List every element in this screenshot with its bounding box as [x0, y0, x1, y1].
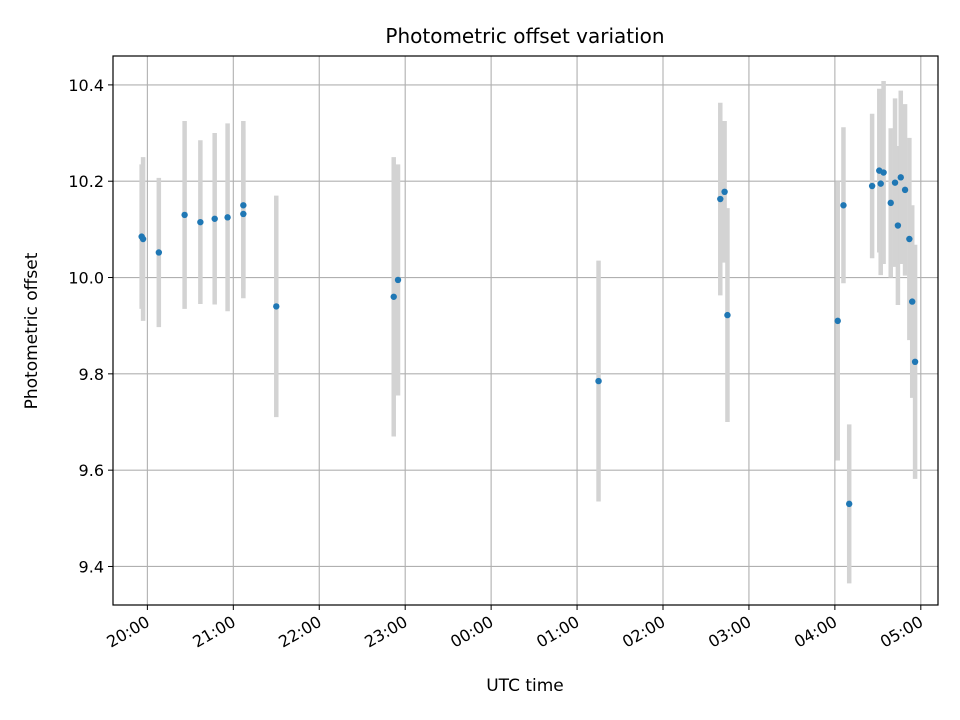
y-tick-label: 10.2 [68, 172, 104, 191]
x-tick-label: 20:00 [103, 612, 152, 652]
y-axis-ticks: 9.4 9.6 9.8 10.0 10.2 10.4 [68, 76, 113, 576]
data-point [197, 218, 204, 226]
x-tick-label: 05:00 [877, 612, 926, 652]
data-point [877, 180, 884, 187]
x-tick-label: 21:00 [189, 612, 238, 652]
data-point [845, 500, 853, 508]
data-point [273, 303, 280, 310]
data-point [891, 179, 899, 186]
data-point [901, 186, 909, 194]
y-tick-label: 9.6 [79, 461, 104, 480]
data-point [911, 358, 919, 366]
grid [113, 56, 938, 605]
data-point [139, 235, 147, 243]
data-point [181, 211, 188, 219]
data-point [595, 377, 602, 385]
data-point [887, 199, 894, 207]
data-point [880, 169, 887, 176]
x-tick-label: 01:00 [533, 612, 582, 652]
data-points [138, 167, 919, 508]
data-point [240, 210, 247, 218]
data-point [240, 202, 247, 209]
x-axis-label: UTC time [486, 676, 564, 696]
y-tick-label: 9.4 [79, 557, 104, 576]
data-point [390, 293, 397, 300]
plot-frame [112, 55, 939, 606]
data-point [868, 182, 876, 190]
x-tick-label: 04:00 [791, 612, 840, 652]
data-point [840, 202, 847, 209]
data-point [834, 317, 841, 325]
y-tick-label: 9.8 [79, 365, 104, 384]
data-point [906, 235, 913, 243]
y-tick-label: 10.4 [68, 76, 104, 95]
data-point [224, 214, 231, 221]
data-point [897, 174, 904, 181]
data-point [894, 222, 902, 229]
x-axis-ticks: 20:00 21:00 22:00 23:00 00:00 01:00 02:00 03:00… [103, 605, 926, 652]
data-point [394, 276, 402, 284]
chart-title: Photometric offset variation [385, 24, 664, 48]
data-point [211, 215, 218, 222]
data-point [909, 298, 916, 305]
x-tick-label: 00:00 [447, 612, 496, 652]
data-point [721, 188, 728, 196]
error-bars [139, 81, 918, 584]
data-point [155, 249, 163, 256]
y-tick-label: 10.0 [68, 269, 104, 288]
x-tick-label: 03:00 [705, 612, 754, 652]
y-axis-label: Photometric offset [22, 252, 42, 409]
x-tick-label: 23:00 [361, 612, 410, 652]
x-tick-label: 22:00 [275, 612, 324, 652]
data-point [717, 195, 724, 203]
data-point [724, 311, 731, 319]
x-tick-label: 02:00 [619, 612, 668, 652]
